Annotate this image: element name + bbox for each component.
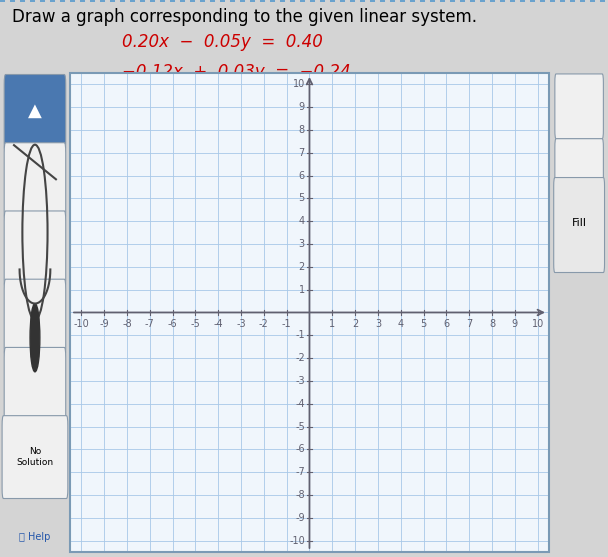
Text: -4: -4 bbox=[295, 399, 305, 409]
FancyBboxPatch shape bbox=[4, 279, 66, 357]
Text: -8: -8 bbox=[295, 490, 305, 500]
Text: Fill: Fill bbox=[572, 218, 587, 228]
FancyBboxPatch shape bbox=[4, 75, 66, 153]
Text: 1: 1 bbox=[299, 285, 305, 295]
Text: 5: 5 bbox=[420, 319, 427, 329]
Text: -9: -9 bbox=[295, 513, 305, 523]
Text: -2: -2 bbox=[295, 353, 305, 363]
Text: ⓘ Help: ⓘ Help bbox=[19, 532, 50, 543]
Text: 9: 9 bbox=[299, 102, 305, 112]
Text: -1: -1 bbox=[295, 330, 305, 340]
FancyBboxPatch shape bbox=[555, 139, 603, 203]
Text: 8: 8 bbox=[299, 125, 305, 135]
Text: 2: 2 bbox=[352, 319, 358, 329]
Text: -3: -3 bbox=[237, 319, 246, 329]
Text: 4: 4 bbox=[398, 319, 404, 329]
FancyBboxPatch shape bbox=[555, 74, 603, 139]
Text: 4: 4 bbox=[299, 216, 305, 226]
Text: -1: -1 bbox=[282, 319, 291, 329]
FancyBboxPatch shape bbox=[2, 416, 68, 499]
Text: ▲: ▲ bbox=[28, 102, 42, 120]
Text: -8: -8 bbox=[122, 319, 132, 329]
Text: -7: -7 bbox=[145, 319, 154, 329]
Text: No
Solution: No Solution bbox=[16, 447, 54, 467]
Text: 3: 3 bbox=[375, 319, 381, 329]
Text: -6: -6 bbox=[295, 444, 305, 455]
Text: 8: 8 bbox=[489, 319, 495, 329]
Text: 10: 10 bbox=[531, 319, 544, 329]
Text: 2: 2 bbox=[299, 262, 305, 272]
Text: -10: -10 bbox=[74, 319, 89, 329]
Text: -4: -4 bbox=[213, 319, 223, 329]
Text: -5: -5 bbox=[190, 319, 200, 329]
FancyBboxPatch shape bbox=[554, 178, 604, 272]
Text: -5: -5 bbox=[295, 422, 305, 432]
Text: 0.20x  −  0.05y  =  0.40: 0.20x − 0.05y = 0.40 bbox=[122, 33, 322, 51]
Circle shape bbox=[30, 304, 40, 372]
Text: -9: -9 bbox=[99, 319, 109, 329]
Text: 7: 7 bbox=[299, 148, 305, 158]
Text: -2: -2 bbox=[259, 319, 269, 329]
Text: 6: 6 bbox=[443, 319, 449, 329]
Text: 3: 3 bbox=[299, 239, 305, 249]
FancyBboxPatch shape bbox=[4, 211, 66, 289]
Text: -10: -10 bbox=[289, 536, 305, 546]
Text: 9: 9 bbox=[512, 319, 518, 329]
Text: 1: 1 bbox=[329, 319, 336, 329]
Text: -6: -6 bbox=[168, 319, 178, 329]
Text: -3: -3 bbox=[295, 376, 305, 386]
Text: 10: 10 bbox=[292, 79, 305, 89]
FancyBboxPatch shape bbox=[4, 348, 66, 426]
Text: −0.12x  +  0.03y  =  −0.24: −0.12x + 0.03y = −0.24 bbox=[122, 63, 350, 81]
Text: -7: -7 bbox=[295, 467, 305, 477]
FancyBboxPatch shape bbox=[4, 143, 66, 221]
Text: 5: 5 bbox=[299, 193, 305, 203]
Text: 6: 6 bbox=[299, 170, 305, 180]
Text: Draw a graph corresponding to the given linear system.: Draw a graph corresponding to the given … bbox=[12, 8, 477, 26]
Text: 7: 7 bbox=[466, 319, 472, 329]
